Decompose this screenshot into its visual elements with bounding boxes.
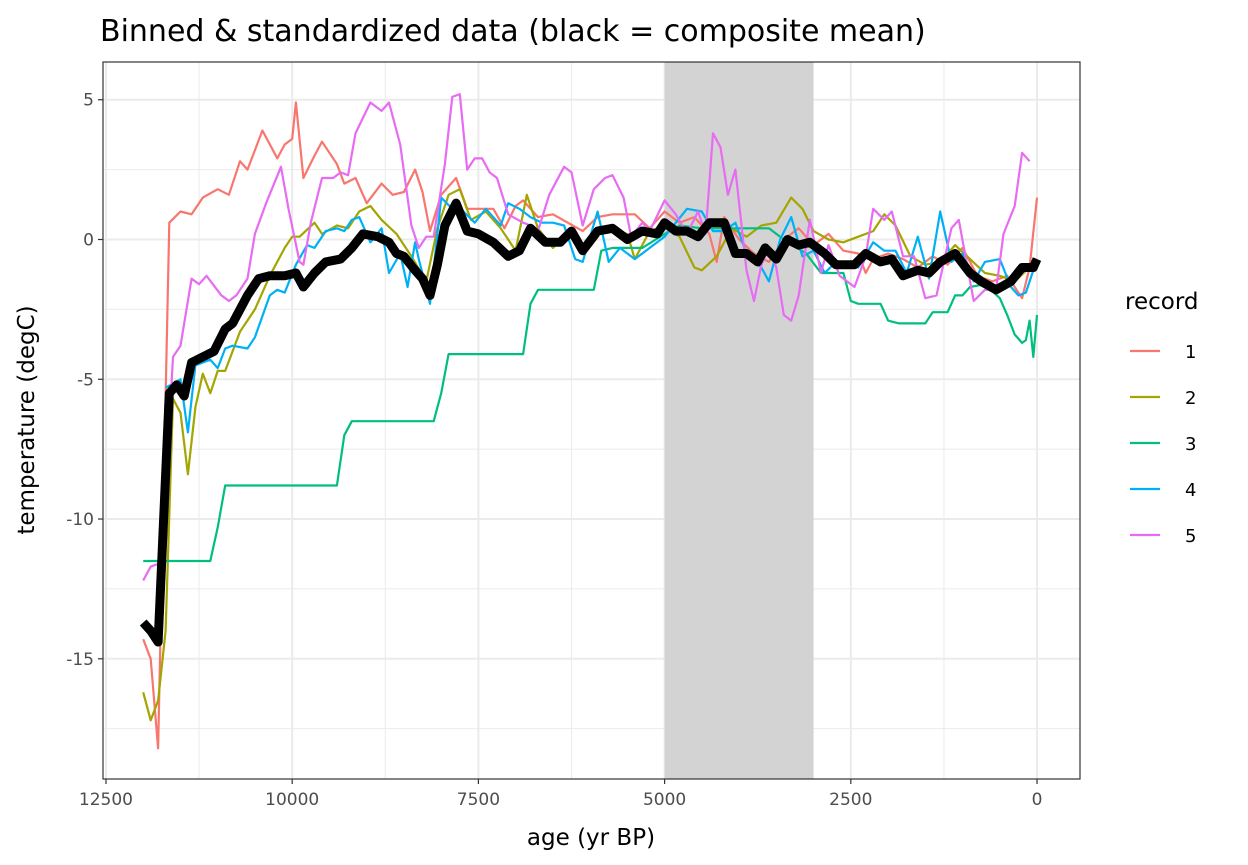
x-tick-label: 0 [1032,790,1043,810]
legend: record 1 2 3 4 5 [1125,289,1198,547]
x-tick-label: 5000 [643,790,686,810]
legend-label: 5 [1185,526,1196,547]
shaded-region [664,62,814,779]
legend-title: record [1125,289,1198,315]
plot-panel: 12500 10000 7500 5000 2500 0 5 0 -5 -10 -15 [66,61,1081,810]
series-line-record-4 [165,196,1039,434]
legend-label: 1 [1185,342,1196,363]
y-tick-label: 5 [83,91,94,111]
composite-mean-line [139,198,1042,647]
x-axis-label: age (yr BP) [527,825,655,851]
y-tick-label: -5 [77,370,94,390]
x-tick-label: 7500 [457,790,500,810]
legend-label: 3 [1185,434,1196,455]
series-line-record-5 [142,92,1031,582]
y-axis-label: temperature (degC) [14,305,40,534]
legend-label: 4 [1185,480,1196,501]
y-tick-label: -10 [66,510,94,530]
x-tick-label: 2500 [829,790,872,810]
x-tick-label: 10000 [265,790,319,810]
chart-title: Binned & standardized data (black = comp… [100,14,926,49]
x-tick-label: 12500 [79,790,133,810]
y-tick-label: -15 [66,650,94,670]
panel-border [102,61,1081,780]
y-tick-label: 0 [83,231,94,251]
legend-label: 2 [1185,388,1196,409]
